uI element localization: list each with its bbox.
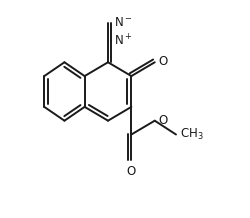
Text: O: O [158,55,168,68]
Text: N$^-$: N$^-$ [114,16,133,29]
Text: N$^+$: N$^+$ [114,33,133,48]
Text: CH$_3$: CH$_3$ [180,126,204,142]
Text: O: O [158,114,168,127]
Text: O: O [127,165,136,178]
